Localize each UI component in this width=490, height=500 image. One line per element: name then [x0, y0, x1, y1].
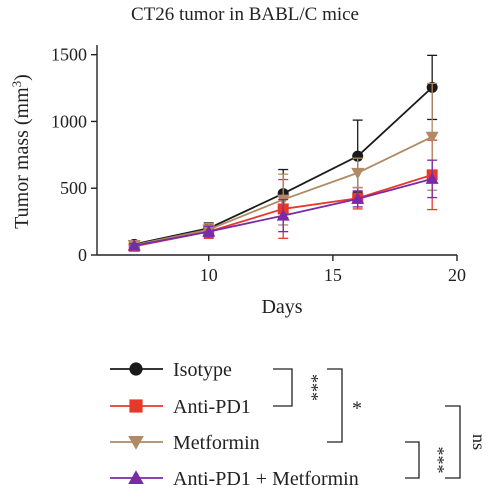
legend: Isotype Anti-PD1 Metformin Anti-PD1 + Metfo… — [110, 359, 359, 490]
legend-marker — [128, 470, 144, 484]
significance-bracket — [273, 368, 293, 407]
legend-marker — [129, 399, 143, 413]
sig-isotype-antipd1: *** — [273, 368, 322, 407]
x-tick-label: 15 — [324, 265, 342, 285]
sig-isotype-metformin: * — [327, 368, 362, 443]
significance-bracket — [327, 368, 343, 443]
y-tick-label: 1000 — [51, 111, 87, 131]
legend-item: Isotype — [110, 359, 232, 381]
legend-label: Anti-PD1 + Metformin — [173, 468, 359, 490]
significance-bracket — [405, 441, 420, 479]
significance-label: ns — [469, 434, 489, 450]
data-point — [351, 192, 365, 204]
x-tick-label: 20 — [448, 265, 466, 285]
legend-item: Metformin — [110, 432, 260, 454]
legend-label: Isotype — [173, 359, 232, 381]
series-anti-pd1-metformin — [127, 159, 439, 251]
x-axis-label: Days — [261, 296, 302, 318]
legend-marker — [129, 362, 143, 376]
y-axis-label: Tumor mass (mm3) — [9, 74, 33, 229]
legend-label: Anti-PD1 — [173, 396, 251, 418]
significance-label: *** — [302, 374, 322, 401]
chart-title: CT26 tumor in BABL/C mice — [131, 4, 359, 25]
legend-label: Metformin — [173, 432, 260, 454]
significance-label: *** — [428, 447, 448, 474]
sig-metformin-combo: *** — [405, 441, 448, 479]
y-tick-label: 0 — [78, 245, 87, 265]
legend-marker — [128, 436, 144, 450]
significance-annotations: *******ns — [273, 368, 489, 479]
data-point — [351, 167, 365, 180]
y-tick-label: 1500 — [51, 45, 87, 65]
data-point — [202, 225, 216, 237]
significance-label: * — [352, 398, 362, 420]
data-point — [425, 172, 439, 184]
x-tick-label: 10 — [200, 265, 218, 285]
significance-bracket — [445, 405, 461, 479]
legend-item: Anti-PD1 + Metformin — [110, 468, 359, 490]
plot-area: 0 500 1000 1500 10 15 20 Days Tumor mass (mm3) — [9, 45, 466, 318]
data-point — [127, 239, 141, 251]
y-tick-label: 500 — [60, 178, 87, 198]
legend-item: Anti-PD1 — [110, 396, 251, 418]
data-point — [352, 150, 364, 162]
data-point — [425, 131, 439, 144]
sig-antipd1-combo: ns — [445, 405, 489, 479]
data-point — [276, 209, 290, 221]
